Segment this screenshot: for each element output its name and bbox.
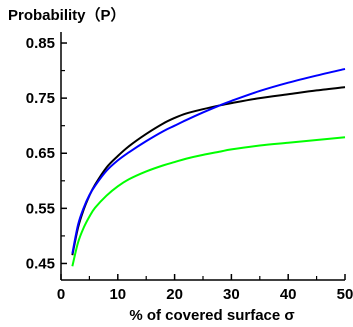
- series-line-1: [71, 86, 346, 256]
- x-tick-label: 20: [166, 286, 183, 303]
- x-tick-label: 0: [57, 286, 65, 303]
- y-axis-ticks: 0.45 0.55 0.65 0.75 0.85: [26, 35, 67, 272]
- x-tick-label: 30: [223, 286, 240, 303]
- plot-area: 0.45 0.55 0.65 0.75 0.85 0 10 20 30 40 50: [26, 32, 353, 303]
- x-tick-label: 10: [109, 286, 126, 303]
- series-lines: [71, 67, 346, 267]
- y-tick-label: 0.45: [26, 255, 55, 272]
- x-tick-label: 50: [337, 286, 353, 303]
- y-tick-label: 0.85: [26, 35, 55, 52]
- y-axis-title: Probability（P）: [8, 6, 126, 24]
- y-tick-label: 0.55: [26, 200, 55, 217]
- y-tick-label: 0.75: [26, 90, 55, 107]
- series-line-3: [71, 136, 346, 267]
- y-tick-label: 0.65: [26, 145, 55, 162]
- x-tick-label: 40: [280, 286, 297, 303]
- series-line-2: [71, 67, 346, 254]
- x-axis-title: % of covered surface σ: [129, 307, 294, 324]
- x-axis-ticks: 0 10 20 30 40 50: [57, 274, 353, 303]
